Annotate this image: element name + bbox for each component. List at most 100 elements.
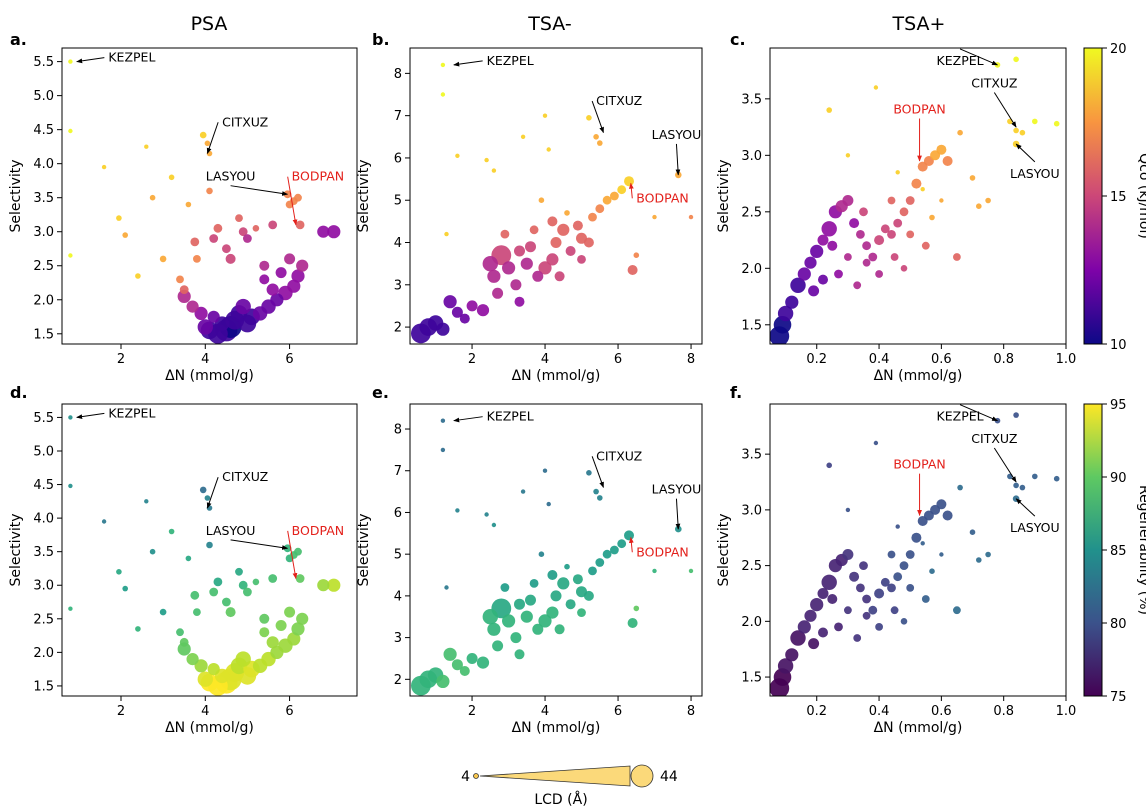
data-point [500, 229, 510, 239]
data-point [777, 658, 794, 674]
data-point [266, 283, 279, 296]
data-point [790, 277, 806, 293]
y-tick-label: 5.5 [33, 411, 54, 426]
data-point [222, 597, 231, 607]
annotation-arrow [287, 530, 298, 580]
data-point [436, 322, 450, 336]
data-point [810, 244, 824, 258]
annotation-arrow [628, 182, 634, 199]
data-point [538, 551, 545, 557]
data-point [887, 550, 896, 559]
data-point [550, 237, 562, 248]
data-point [510, 279, 522, 291]
data-point [906, 584, 915, 592]
data-point [532, 270, 544, 282]
annotation-label-lasyou: LASYOU [206, 169, 256, 184]
data-point [862, 611, 871, 620]
data-point [252, 578, 260, 586]
y-tick-label: 2.0 [741, 615, 762, 630]
data-point [577, 255, 586, 264]
data-point [557, 577, 570, 590]
colorbar-tick-label: 20 [1110, 42, 1127, 57]
data-point [554, 271, 565, 282]
scatter-points [770, 412, 1060, 696]
data-point [627, 618, 638, 628]
data-point [890, 253, 899, 261]
data-point [68, 606, 73, 611]
data-point [532, 623, 544, 635]
column-title-tsa-plus: TSA+ [892, 13, 946, 35]
data-point [873, 440, 879, 446]
data-point [193, 255, 201, 263]
annotation-arrow [675, 143, 681, 176]
x-axis-label: ΔN (mmol/g) [874, 720, 963, 736]
x-tick-label: 0.6 [931, 704, 952, 719]
data-point [985, 197, 991, 204]
data-point [159, 255, 167, 263]
data-point [564, 563, 570, 570]
x-tick-label: 6 [285, 704, 293, 719]
x-tick-label: 4 [541, 352, 549, 367]
data-point [624, 176, 634, 187]
data-point [235, 567, 243, 576]
x-tick-label: 0.4 [869, 704, 890, 719]
data-point [327, 578, 341, 592]
annotation-label-lasyou: LASYOU [1010, 166, 1060, 181]
data-point [633, 605, 640, 612]
data-point [266, 636, 279, 649]
data-point [440, 418, 446, 423]
data-point [252, 225, 260, 232]
y-tick-label: 2.0 [33, 646, 54, 661]
plot-frame [769, 47, 1067, 345]
data-point [844, 606, 852, 615]
y-tick-label: 2.5 [741, 559, 762, 574]
data-point [842, 195, 854, 206]
data-point [905, 550, 915, 559]
data-point [294, 193, 302, 202]
x-tick-label: 0.2 [806, 704, 827, 719]
data-point [804, 256, 817, 269]
y-tick-label: 3.0 [33, 579, 54, 594]
data-point [436, 674, 450, 689]
data-point [633, 252, 640, 258]
data-point [547, 216, 558, 227]
annotation-arrow [959, 404, 999, 422]
data-point [565, 246, 576, 256]
data-point [487, 269, 501, 283]
colorbar-tick-label: 90 [1110, 471, 1127, 486]
data-point [270, 645, 284, 660]
panels: a. 2 4 6 1.5 2.0 2.5 3.0 3.5 4.0 4.5 5.0 5.5 ΔN (mmol… [8, 30, 1076, 736]
annotation-label-citxuz: CITXUZ [596, 448, 642, 463]
scatter-points [770, 56, 1060, 344]
data-point [1032, 473, 1038, 480]
data-point [135, 626, 141, 632]
data-point [213, 223, 223, 233]
data-point [317, 579, 330, 592]
x-axis-label: ΔN (mmol/g) [165, 368, 254, 384]
size-legend-title: LCD (Å) [534, 791, 587, 808]
data-point [976, 203, 982, 209]
data-point [1013, 412, 1019, 418]
data-point [294, 547, 302, 556]
data-point [953, 253, 961, 261]
data-point [939, 552, 944, 557]
data-point [197, 671, 213, 687]
data-point [510, 632, 522, 644]
data-point [817, 588, 829, 599]
y-tick-label: 8 [394, 423, 402, 438]
data-point [554, 624, 565, 635]
data-point [179, 285, 189, 294]
panel-letter: c. [730, 30, 746, 49]
data-point [284, 253, 296, 265]
y-tick-label: 4.5 [33, 123, 54, 138]
data-point [538, 261, 552, 275]
colorbar-qco: 10 15 20 Qco (kJ/mol) [1083, 42, 1146, 353]
annotation-label-bodpan: BODPAN [636, 190, 688, 205]
data-point [538, 197, 545, 203]
data-point [834, 269, 843, 279]
data-point [238, 580, 248, 590]
data-point [451, 659, 463, 671]
x-tick-label: 2 [117, 704, 125, 719]
data-point [583, 237, 594, 248]
data-point [482, 256, 498, 272]
